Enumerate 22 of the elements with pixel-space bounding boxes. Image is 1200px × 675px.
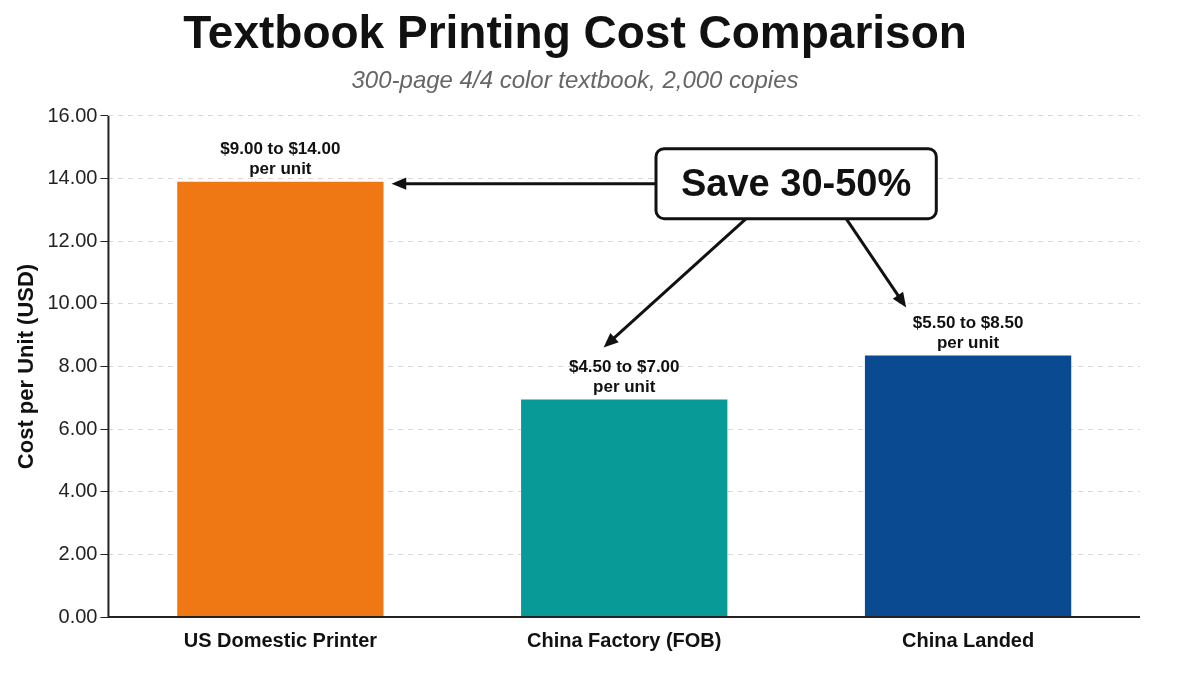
bar: [521, 399, 728, 617]
chart-title: Textbook Printing Cost Comparison: [183, 6, 967, 59]
y-tick-label: 14.00: [47, 166, 98, 189]
y-tick-label: 2.00: [58, 541, 98, 564]
chart-subtitle: 300-page 4/4 color textbook, 2,000 copies: [351, 66, 799, 94]
y-tick-label: 10.00: [47, 291, 98, 314]
bar: [177, 181, 384, 617]
x-tick-label: China Factory (FOB): [527, 628, 722, 651]
y-axis-title: Cost per Unit (USD): [13, 263, 39, 470]
y-tick-label: 8.00: [58, 354, 98, 377]
y-tick-label: 6.00: [58, 416, 98, 439]
y-tick-label: 4.00: [58, 479, 98, 502]
bar: [864, 355, 1072, 617]
annotation: $4.50 to $7.00 per unit: [568, 356, 680, 396]
y-tick-label: 16.00: [47, 103, 98, 126]
y-tick-label: 0.00: [58, 604, 98, 627]
annotation: Save 30-50%: [681, 162, 912, 205]
annotation: $5.50 to $8.50 per unit: [912, 312, 1024, 352]
annotation: $9.00 to $14.00 per unit: [220, 138, 341, 178]
x-tick-label: China Landed: [901, 628, 1035, 651]
y-tick-label: 12.00: [47, 228, 98, 251]
x-tick-label: US Domestic Printer: [183, 628, 378, 651]
